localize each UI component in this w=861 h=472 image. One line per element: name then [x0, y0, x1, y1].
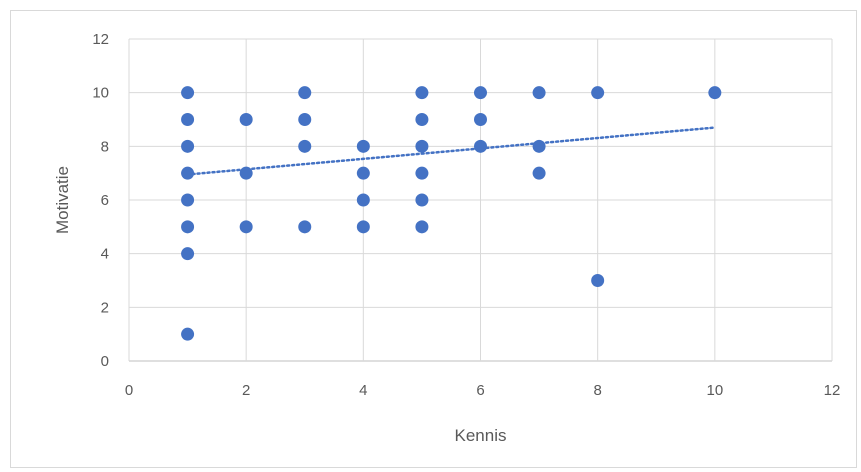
data-point — [591, 274, 605, 287]
x-tick-label: 4 — [359, 382, 367, 399]
data-point — [415, 113, 429, 126]
data-point — [356, 166, 370, 180]
data-point — [532, 86, 546, 100]
data-point — [181, 113, 195, 126]
data-point — [415, 139, 429, 153]
x-tick-label: 8 — [593, 382, 601, 399]
y-tick-label: 10 — [92, 85, 109, 102]
tick-labels: 0 2 4 6 8 10 12 0 2 4 6 8 10 12 — [92, 31, 840, 399]
data-point — [239, 166, 253, 180]
data-point — [591, 86, 605, 100]
trendline — [186, 126, 717, 176]
data-point — [415, 220, 429, 234]
data-point — [298, 139, 312, 153]
data-points — [181, 86, 722, 341]
x-tick-label: 10 — [706, 382, 723, 399]
y-tick-label: 4 — [101, 246, 109, 263]
data-point — [181, 86, 195, 100]
data-point — [181, 166, 195, 180]
y-axis-title: Motivatie — [53, 166, 72, 234]
y-tick-label: 2 — [101, 299, 109, 316]
y-tick-label: 6 — [101, 192, 109, 209]
data-point — [474, 139, 487, 153]
data-point — [532, 139, 546, 153]
data-point — [298, 113, 312, 126]
data-point — [356, 139, 370, 153]
x-axis-title: Kennis — [455, 426, 507, 445]
data-point — [356, 193, 370, 207]
data-point — [298, 220, 312, 234]
y-tick-label: 8 — [101, 138, 109, 155]
data-point — [708, 86, 722, 100]
x-tick-label: 2 — [242, 382, 250, 399]
data-point — [415, 86, 429, 100]
x-tick-label: 0 — [125, 382, 133, 399]
data-point — [415, 193, 429, 207]
data-point — [532, 166, 546, 180]
data-point — [239, 220, 253, 234]
x-tick-label: 6 — [476, 382, 484, 399]
trendline-layer — [186, 126, 717, 176]
y-tick-label: 12 — [92, 31, 109, 48]
data-point — [181, 247, 195, 261]
data-point — [474, 86, 487, 100]
data-point — [239, 113, 253, 126]
x-tick-label: 12 — [824, 382, 841, 399]
data-point — [181, 193, 195, 207]
data-point — [181, 220, 195, 234]
data-point — [181, 139, 195, 153]
y-tick-label: 0 — [101, 353, 109, 370]
data-point — [474, 113, 487, 126]
data-point — [181, 327, 195, 341]
data-point — [415, 166, 429, 180]
data-point — [298, 86, 312, 100]
data-point — [356, 220, 370, 234]
